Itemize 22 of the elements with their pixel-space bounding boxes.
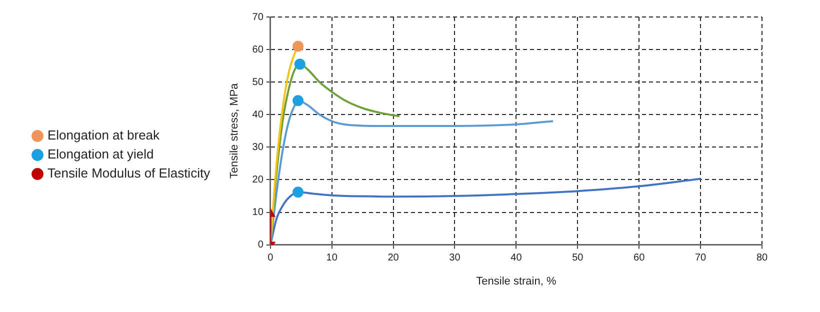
y-tick-label: 30: [252, 142, 264, 153]
y-tick-label: 70: [252, 12, 264, 23]
x-tick-label: 80: [756, 252, 768, 264]
x-tick-label: 40: [510, 252, 522, 264]
x-tick-label: 30: [449, 252, 461, 264]
x-axis-title: Tensile strain, %: [476, 275, 556, 288]
legend-label: Tensile Modulus of Elasticity: [48, 166, 211, 181]
y-tick-label: 60: [252, 44, 264, 56]
x-tick-label: 10: [326, 252, 338, 264]
legend-label: Elongation at yield: [48, 146, 154, 162]
y-tick-label: 50: [252, 76, 264, 88]
x-tick-label: 0: [268, 252, 274, 264]
legend-label: Elongation at break: [48, 128, 160, 143]
y-axis-title: Tensile stress, MPa: [228, 82, 241, 179]
x-tick-label: 20: [388, 252, 400, 264]
x-tick-label: 70: [694, 252, 707, 264]
y-tick-label: 20: [252, 174, 264, 186]
x-tick-label: 60: [634, 252, 646, 264]
x-tick-label: 50: [572, 252, 584, 264]
y-tick-label: 0: [258, 240, 264, 251]
y-tick-label: 10: [252, 207, 264, 218]
y-tick-label: 40: [252, 109, 264, 120]
